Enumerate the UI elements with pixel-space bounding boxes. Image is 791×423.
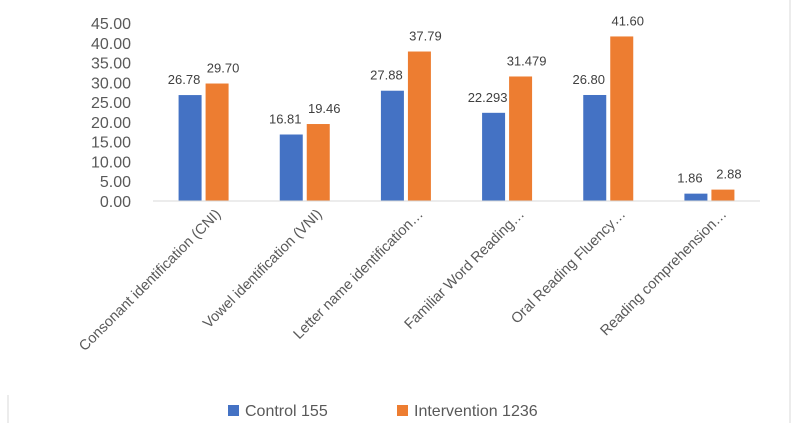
data-label: 31.479 xyxy=(507,53,547,68)
y-tick-label: 45.00 xyxy=(91,16,131,33)
y-tick-label: 40.00 xyxy=(91,36,131,53)
y-tick-label: 15.00 xyxy=(91,135,131,152)
y-tick-label: 20.00 xyxy=(91,115,131,132)
bar-intervention xyxy=(610,36,634,202)
data-label: 41.60 xyxy=(611,13,644,28)
x-category-label: Familiar Word Reading… xyxy=(402,207,528,333)
data-label: 19.46 xyxy=(308,101,341,116)
data-label: 22.293 xyxy=(468,90,508,105)
bar-control xyxy=(279,134,303,201)
y-tick-label: 10.00 xyxy=(91,154,131,171)
bar-control xyxy=(380,90,404,201)
legend-label-control: Control 155 xyxy=(245,403,328,420)
data-label: 16.81 xyxy=(269,112,302,127)
x-category-label: Oral Reading Fluency… xyxy=(508,207,629,328)
bar-intervention xyxy=(205,83,229,201)
legend-swatch-intervention xyxy=(397,405,408,416)
data-label: 26.78 xyxy=(168,72,201,87)
bar-control xyxy=(583,94,607,201)
bar-control xyxy=(178,95,202,201)
y-tick-label: 30.00 xyxy=(91,75,131,92)
bar-control xyxy=(482,112,506,201)
y-tick-label: 5.00 xyxy=(100,174,131,191)
data-label: 26.80 xyxy=(572,72,605,87)
bar-intervention xyxy=(306,124,330,201)
legend-label-intervention: Intervention 1236 xyxy=(414,403,538,420)
bar-intervention xyxy=(509,76,533,201)
y-tick-label: 35.00 xyxy=(91,56,131,73)
x-category-label: Consonant identification (CNI) xyxy=(76,207,224,355)
bar-control xyxy=(684,193,708,201)
x-axis: Consonant identification (CNI)Vowel iden… xyxy=(76,200,760,355)
bar-intervention xyxy=(711,189,735,201)
legend-swatch-control xyxy=(228,405,239,416)
y-tick-label: 0.00 xyxy=(100,194,131,211)
legend: Control 155 Intervention 1236 xyxy=(228,403,538,420)
data-label: 29.70 xyxy=(207,61,240,76)
data-label: 2.88 xyxy=(716,167,741,182)
y-axis: 0.00 5.00 10.00 15.00 20.00 25.00 30.00 35.00 40… xyxy=(91,16,131,211)
y-tick-label: 25.00 xyxy=(91,95,131,112)
data-label: 1.86 xyxy=(677,171,702,186)
data-label: 37.79 xyxy=(409,29,442,44)
data-label: 27.88 xyxy=(370,68,403,83)
bar-intervention xyxy=(407,51,431,201)
bars-group xyxy=(178,36,735,202)
x-category-label: Vowel identification (VNI) xyxy=(200,207,325,332)
data-labels-group: 26.78 29.70 16.81 19.46 27.88 37.79 22.293 31.4… xyxy=(168,13,742,185)
